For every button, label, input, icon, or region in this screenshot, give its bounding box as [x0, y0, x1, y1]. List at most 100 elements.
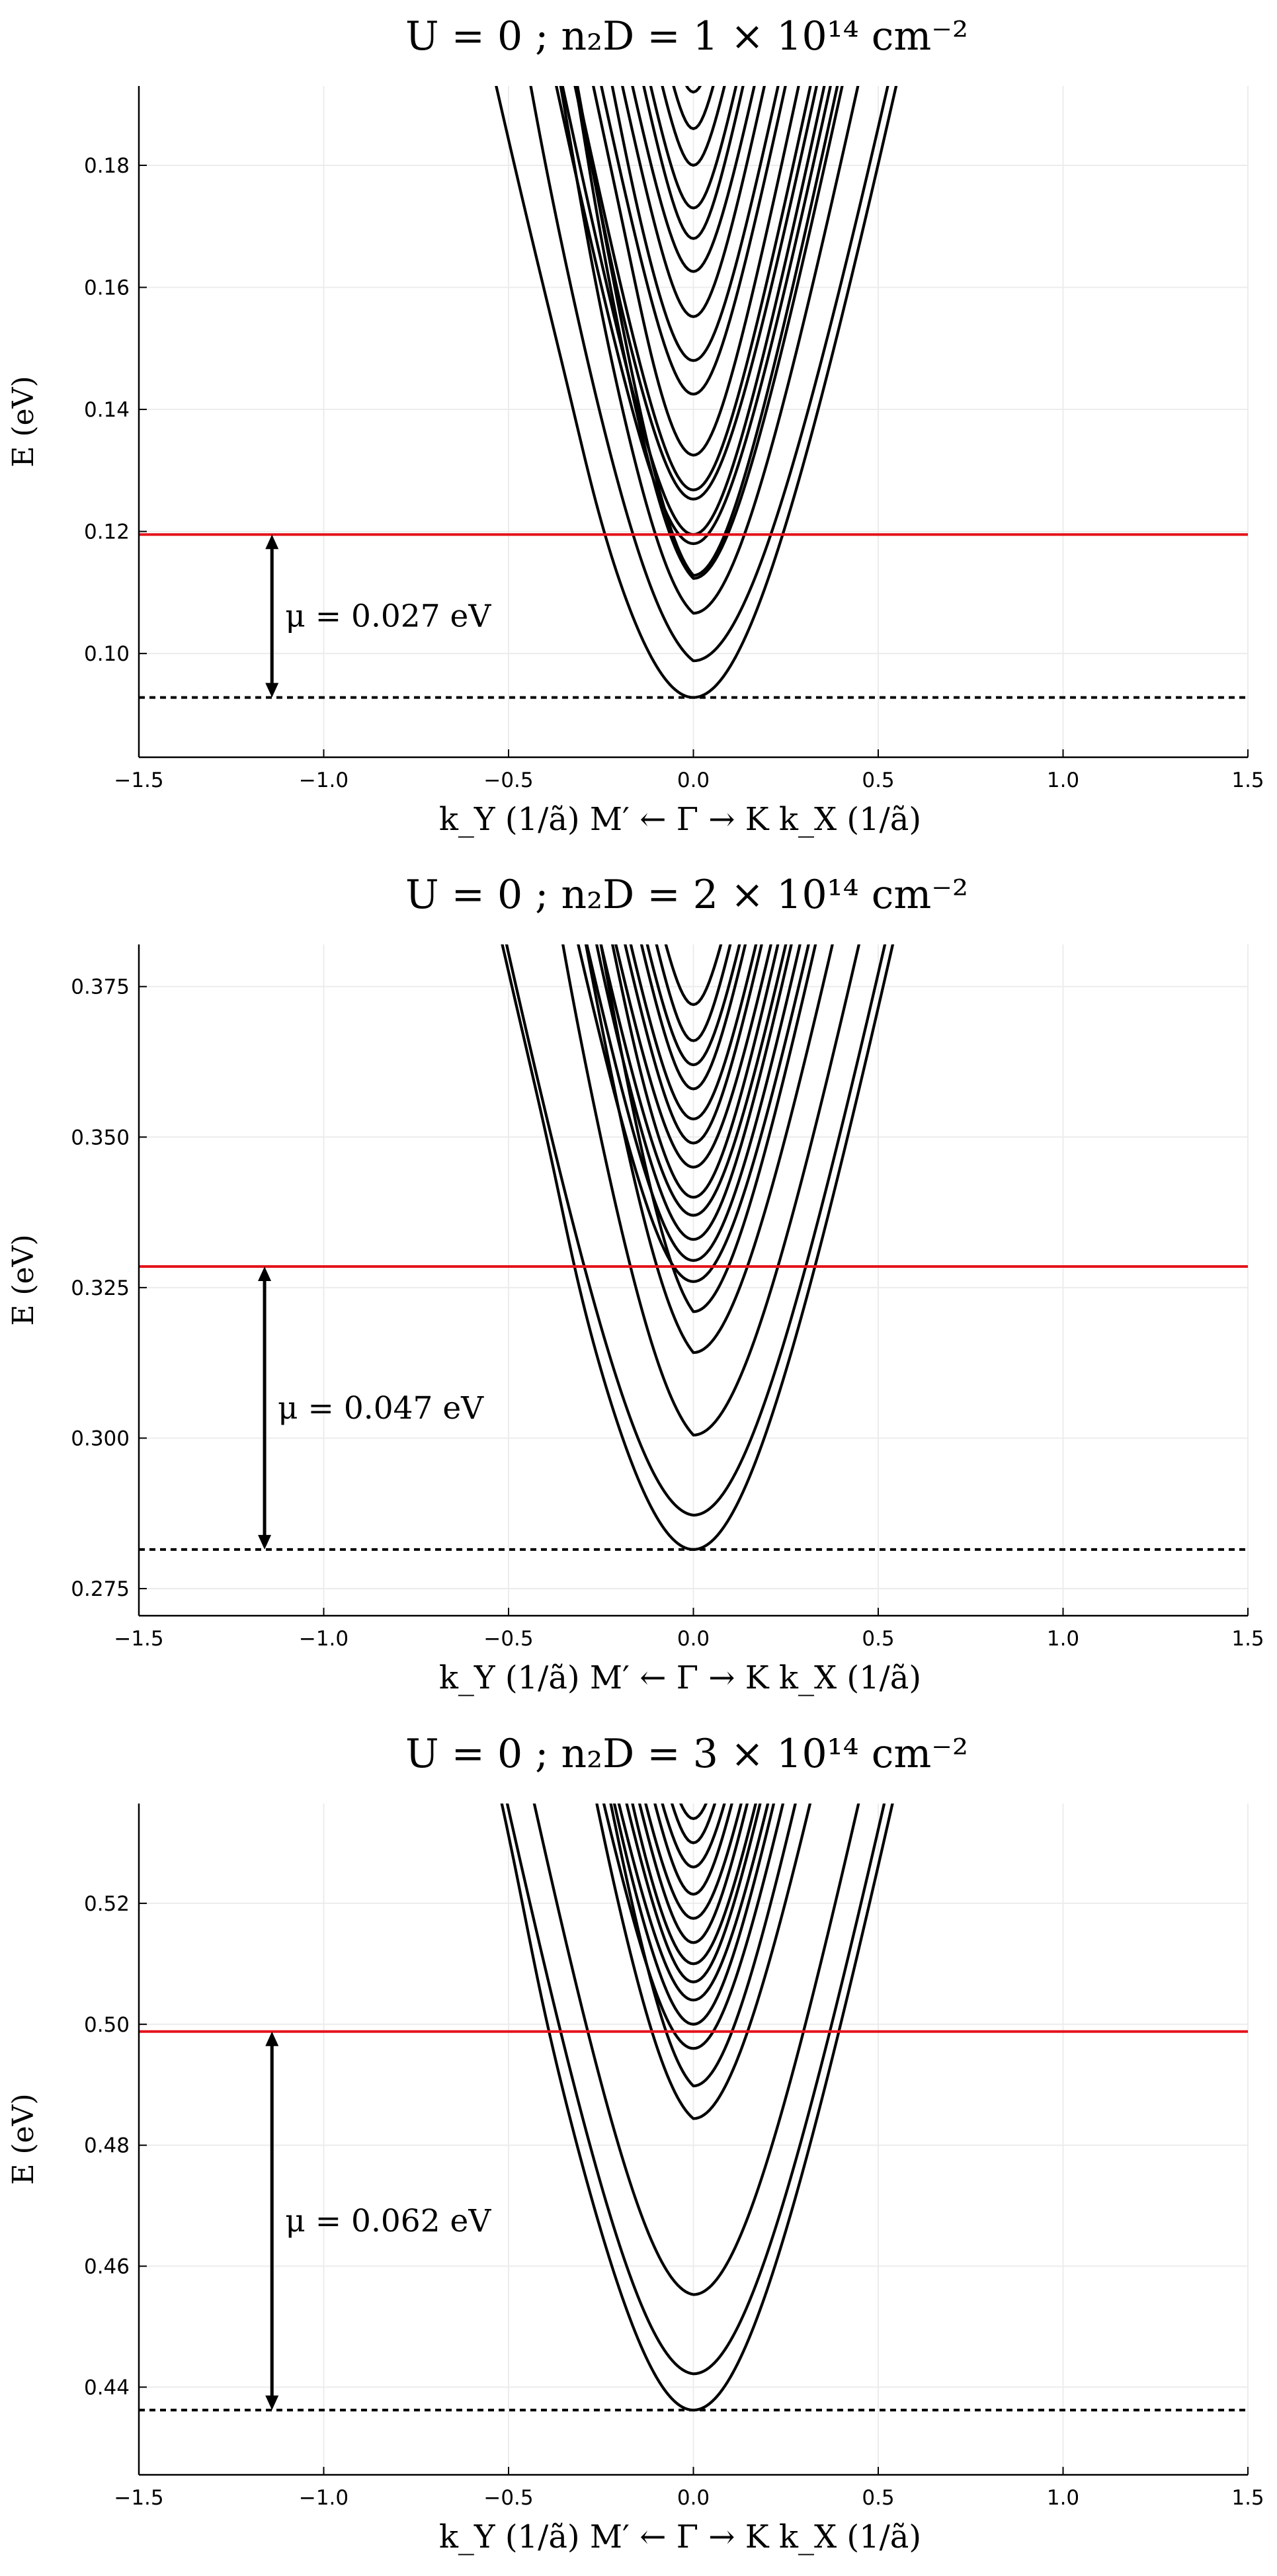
y-axis-label: E (eV) — [7, 2093, 40, 2184]
x-axis-label: k_Y (1/ã) M′ ← Γ → K k_X (1/ã) — [439, 801, 921, 838]
band-line-17 — [661, 86, 726, 167]
x-tick-label: −0.5 — [483, 769, 533, 792]
band-line-2 — [529, 86, 889, 663]
band-line-17 — [664, 944, 723, 1007]
mu-annotation-label: μ = 0.062 eV — [285, 2203, 491, 2239]
x-tick-label: 0.0 — [677, 2486, 710, 2510]
x-tick-label: 0.5 — [862, 769, 894, 792]
mu-arrow-head-down — [258, 1534, 272, 1550]
chart-title: U = 0 ; n₂D = 2 × 10¹⁴ cm⁻² — [405, 872, 968, 918]
mu-arrow-head-up — [265, 2031, 279, 2046]
y-tick-label: 0.10 — [84, 642, 130, 666]
chart-title: U = 0 ; n₂D = 1 × 10¹⁴ cm⁻² — [405, 13, 968, 60]
band-line-2 — [505, 1804, 886, 2376]
band-line-4 — [595, 1804, 812, 2120]
mu-arrow-head-up — [265, 534, 279, 550]
x-tick-label: −1.5 — [114, 2486, 163, 2510]
band-line-12 — [644, 1804, 743, 1920]
band-line-6 — [602, 1804, 785, 2050]
y-tick-label: 0.18 — [84, 154, 130, 178]
band-panel-1: μ = 0.027 eV −1.5 −1.0 −0.5 0.0 0.5 1.0 1.5 0.10… — [7, 13, 1264, 838]
band-line-4 — [574, 86, 844, 580]
band-line-9 — [625, 1804, 762, 1983]
band-line-12 — [624, 944, 763, 1145]
chart-title: U = 0 ; n₂D = 3 × 10¹⁴ cm⁻² — [405, 1731, 968, 1777]
x-tick-label: 1.0 — [1047, 2486, 1079, 2510]
band-line-13 — [653, 1804, 733, 1896]
band-line-7 — [612, 1804, 776, 2026]
y-tick-label: 0.16 — [84, 276, 130, 300]
y-tick-label: 0.325 — [71, 1276, 130, 1300]
band-line-2 — [505, 944, 887, 1517]
x-tick-label: 1.0 — [1047, 1627, 1079, 1651]
x-tick-label: −1.0 — [299, 769, 349, 792]
y-tick-label: 0.52 — [84, 1892, 130, 1916]
x-tick-label: 0.0 — [677, 1627, 710, 1651]
band-line-5 — [609, 1804, 797, 2088]
x-tick-label: 1.5 — [1231, 769, 1264, 792]
band-line-10 — [611, 944, 780, 1199]
band-line-9 — [599, 944, 788, 1217]
band-line-16 — [679, 1804, 708, 1820]
y-tick-label: 0.14 — [84, 398, 130, 422]
y-tick-label: 0.44 — [84, 2376, 130, 2399]
x-tick-label: 1.5 — [1231, 2486, 1264, 2510]
band-line-8 — [595, 944, 793, 1241]
x-axis-label: k_Y (1/ã) M′ ← Γ → K k_X (1/ã) — [439, 2518, 921, 2555]
band-line-11 — [600, 86, 787, 396]
band-line-7 — [585, 944, 802, 1263]
band-line-13 — [629, 944, 758, 1121]
x-tick-label: −1.0 — [299, 1627, 349, 1651]
band-line-6 — [577, 944, 810, 1283]
band-line-8 — [617, 1804, 770, 2002]
band-panel-3: μ = 0.062 eV −1.5 −1.0 −0.5 0.0 0.5 1.0 1.5 0.44… — [7, 1731, 1264, 2555]
band-line-6 — [555, 86, 832, 546]
band-line-3 — [561, 944, 861, 1437]
mu-annotation-label: μ = 0.027 eV — [285, 598, 491, 634]
y-tick-label: 0.275 — [71, 1577, 130, 1601]
band-line-3 — [559, 86, 860, 615]
band-line-8 — [573, 86, 818, 501]
band-line-16 — [655, 944, 732, 1042]
x-tick-label: 1.0 — [1047, 769, 1079, 792]
band-line-11 — [614, 944, 772, 1169]
x-axis-label: k_Y (1/ã) M′ ← Γ → K k_X (1/ã) — [439, 1659, 921, 1696]
x-tick-label: 0.5 — [862, 1627, 894, 1651]
band-line-10 — [631, 1804, 757, 1966]
y-tick-label: 0.300 — [71, 1427, 130, 1450]
band-panel-2: μ = 0.047 eV −1.5 −1.0 −0.5 0.0 0.5 1.0 1.5 0.27… — [7, 872, 1264, 1696]
band-line-10 — [592, 86, 800, 457]
band-line-3 — [532, 1804, 860, 2296]
band-line-15 — [645, 944, 741, 1067]
band-line-15 — [642, 86, 745, 240]
band-line-19 — [684, 86, 702, 94]
band-line-5 — [599, 944, 817, 1313]
y-tick-label: 0.350 — [71, 1126, 130, 1149]
x-tick-label: −1.5 — [114, 769, 163, 792]
band-line-11 — [638, 1804, 749, 1944]
band-line-5 — [576, 86, 839, 577]
band-line-16 — [649, 86, 738, 210]
x-tick-label: −1.5 — [114, 1627, 163, 1651]
band-line-18 — [672, 86, 715, 130]
x-tick-label: 0.5 — [862, 2486, 894, 2510]
x-tick-label: 0.0 — [677, 769, 710, 792]
mu-annotation-label: μ = 0.047 eV — [278, 1390, 484, 1427]
y-tick-label: 0.12 — [84, 520, 130, 544]
band-line-9 — [575, 86, 812, 491]
band-line-15 — [670, 1804, 717, 1845]
x-tick-label: −1.0 — [299, 2486, 349, 2510]
y-tick-label: 0.50 — [84, 2013, 130, 2037]
x-tick-label: −0.5 — [483, 1627, 533, 1651]
band-line-12 — [610, 86, 780, 362]
y-axis-label: E (eV) — [7, 1234, 40, 1325]
band-line-14 — [661, 1804, 726, 1869]
band-line-13 — [621, 86, 766, 318]
x-tick-label: −0.5 — [483, 2486, 533, 2510]
band-line-4 — [584, 944, 834, 1354]
mu-arrow-head-down — [265, 2395, 279, 2411]
y-tick-label: 0.48 — [84, 2134, 130, 2158]
mu-arrow-head-down — [265, 683, 279, 698]
band-line-14 — [631, 86, 756, 273]
